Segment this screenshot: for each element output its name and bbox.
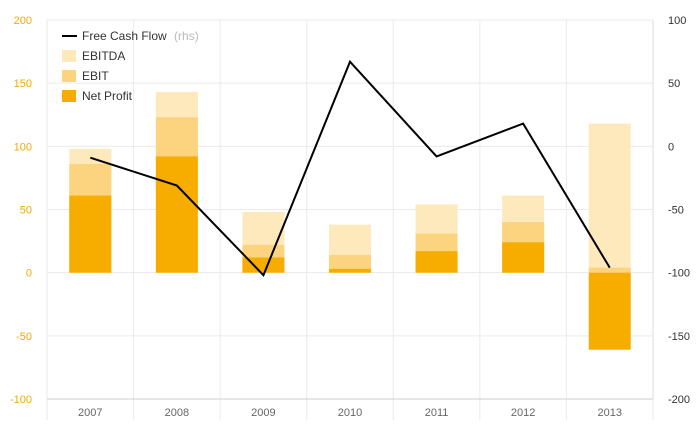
bar-net-profit [155,156,198,273]
y-right-tick-label: -150 [668,331,690,343]
x-tick-label: 2010 [338,407,362,419]
bar-net-profit [502,242,545,273]
bar-net-profit [242,257,285,273]
y-left-tick-label: 0 [26,268,32,280]
legend-rhs-note: (rhs) [174,29,199,43]
free-cash-flow-line [89,59,611,277]
legend-swatch-ebitda [62,50,76,62]
y-left-tick-label: 150 [14,78,32,90]
y-right-tick-label: -100 [668,268,690,280]
y-right-tick-label: -50 [668,205,684,217]
bar-net-profit [329,268,371,273]
bar-net-profit [588,272,631,350]
legend-swatch-ebit [62,70,76,82]
y-left-tick-label: 100 [14,141,32,153]
x-tick-label: 2007 [78,407,102,419]
x-tick-label: 2013 [597,407,621,419]
y-left-tick-label: 50 [20,205,32,217]
legend-label-ebitda: EBITDA [82,49,125,63]
y-left-tick-label: -100 [10,394,32,406]
x-tick-label: 2012 [511,407,535,419]
x-tick-label: 2009 [251,407,275,419]
legend-label-ebit: EBIT [82,69,109,83]
y-left-tick-label: -50 [16,331,32,343]
legend-label-net-profit: Net Profit [82,89,133,103]
y-right-tick-label: 100 [668,15,686,27]
bars [69,92,631,350]
gridlines [46,19,654,420]
x-tick-label: 2011 [425,407,449,419]
y-right-tick-label: 50 [668,78,680,90]
y-left-tick-label: 200 [14,15,32,27]
y-right-tick-label: -200 [668,394,690,406]
bar-net-profit [415,251,458,273]
bar-ebit [329,254,371,273]
legend-label-free-cash-flow: Free Cash Flow (rhs) [82,29,199,43]
bar-net-profit [69,195,112,273]
legend-swatch-net-profit [62,90,76,102]
x-tick-label: 2008 [165,407,189,419]
axes: 200 150 100 50 0 -50 -100 100 50 0 -50 -100 -150 -200… [10,15,690,419]
bar-ebitda [588,123,631,273]
legend: Free Cash Flow (rhs) EBITDA EBIT Net Pro… [62,29,199,103]
y-right-tick-label: 0 [668,141,674,153]
bar-ebit [588,267,631,273]
